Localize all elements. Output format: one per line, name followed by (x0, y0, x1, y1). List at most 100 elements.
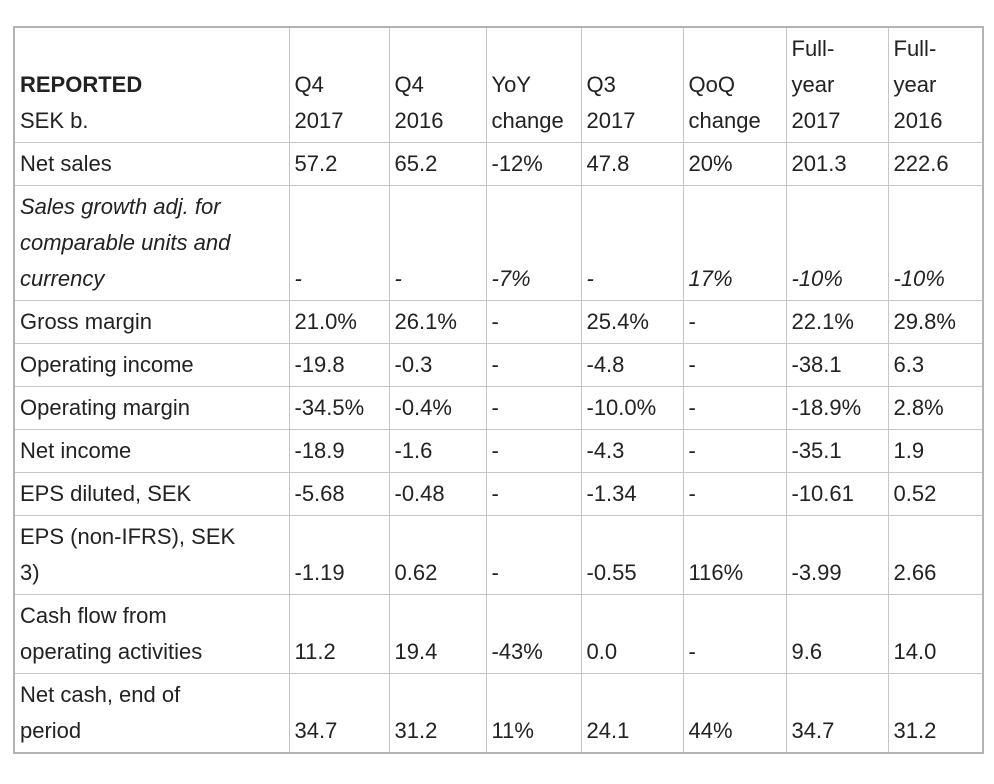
column-header-4: Q3 2017 (580, 26, 684, 143)
cell-value: 201.3 (785, 142, 889, 186)
table-row: EPS (non-IFRS), SEK 3) -1.19 0.62- -0.55 116… (13, 515, 984, 595)
cell-value: 0.62 (388, 515, 487, 595)
column-header-5: QoQ change (682, 26, 787, 143)
cell-value: - (580, 185, 684, 301)
cell-value: 17% (682, 185, 787, 301)
row-label: Net cash, end of period (13, 673, 290, 754)
cell-value: 1.9 (887, 429, 984, 473)
column-header-3: YoY change (485, 26, 582, 143)
report-page: REPORTED SEK b. Q4 2017 Q4 2016 YoY change Q… (13, 26, 984, 754)
cell-value: 65.2 (388, 142, 487, 186)
cell-value: 34.7 (288, 673, 390, 754)
header-title: REPORTED (20, 72, 143, 97)
table-row: Operating margin -34.5% -0.4% - -10.0% - -18.9… (13, 386, 984, 430)
cell-value: -7% (485, 185, 582, 301)
column-header-6: Full- year 2017 (785, 26, 889, 143)
cell-value: -4.8 (580, 343, 684, 387)
table-header-row: REPORTED SEK b. Q4 2017 Q4 2016 YoY change Q… (13, 26, 984, 143)
cell-value: - (388, 185, 487, 301)
cell-value: -43% (485, 594, 582, 674)
cell-value: 11% (485, 673, 582, 754)
table-row: Sales growth adj. for comparable units a… (13, 185, 984, 301)
cell-value: 57.2 (288, 142, 390, 186)
cell-value: -1.34 (580, 472, 684, 516)
table-row: Net income -18.9 -1.6- -4.3- -35.1 1.9 (13, 429, 984, 473)
cell-value: 2.8% (887, 386, 984, 430)
table-row: Net sales 57.2 65.2 -12% 47.8 20% 201.3 222.6 (13, 142, 984, 186)
cell-value: 26.1% (388, 300, 487, 344)
table-row: Gross margin 21.0% 26.1% -25.4% -22.1% 29.8% (13, 300, 984, 344)
header-subtitle: SEK b. (20, 108, 89, 133)
row-label: EPS (non-IFRS), SEK 3) (13, 515, 290, 595)
row-label: Operating income (13, 343, 290, 387)
cell-value: -10% (785, 185, 889, 301)
column-header-7: Full- year 2016 (887, 26, 984, 143)
table-row: Net cash, end of period 34.7 31.2 11% 24.1 44… (13, 673, 984, 754)
cell-value: 25.4% (580, 300, 684, 344)
cell-value: - (682, 300, 787, 344)
header-row-label: REPORTED SEK b. (13, 26, 290, 143)
cell-value: - (682, 594, 787, 674)
cell-value: -1.6 (388, 429, 487, 473)
cell-value: -5.68 (288, 472, 390, 516)
cell-value: - (485, 429, 582, 473)
row-label: Net income (13, 429, 290, 473)
cell-value: 0.0 (580, 594, 684, 674)
cell-value: -38.1 (785, 343, 889, 387)
reported-financials-table: REPORTED SEK b. Q4 2017 Q4 2016 YoY change Q… (13, 26, 984, 754)
cell-value: 47.8 (580, 142, 684, 186)
cell-value: 20% (682, 142, 787, 186)
cell-value: 31.2 (388, 673, 487, 754)
cell-value: - (485, 386, 582, 430)
column-header-2: Q4 2016 (388, 26, 487, 143)
cell-value: -0.4% (388, 386, 487, 430)
cell-value: 34.7 (785, 673, 889, 754)
cell-value: 9.6 (785, 594, 889, 674)
cell-value: -10% (887, 185, 984, 301)
cell-value: - (485, 515, 582, 595)
cell-value: 22.1% (785, 300, 889, 344)
cell-value: 11.2 (288, 594, 390, 674)
cell-value: 19.4 (388, 594, 487, 674)
cell-value: -18.9% (785, 386, 889, 430)
cell-value: - (485, 300, 582, 344)
cell-value: -10.61 (785, 472, 889, 516)
cell-value: -10.0% (580, 386, 684, 430)
cell-value: -19.8 (288, 343, 390, 387)
cell-value: -34.5% (288, 386, 390, 430)
cell-value: 29.8% (887, 300, 984, 344)
table-row: EPS diluted, SEK -5.68 -0.48- -1.34- -10.61 0… (13, 472, 984, 516)
row-label: Net sales (13, 142, 290, 186)
cell-value: -12% (485, 142, 582, 186)
cell-value: 44% (682, 673, 787, 754)
cell-value: - (682, 343, 787, 387)
row-label: EPS diluted, SEK (13, 472, 290, 516)
cell-value: 116% (682, 515, 787, 595)
cell-value: 2.66 (887, 515, 984, 595)
cell-value: -1.19 (288, 515, 390, 595)
cell-value: -35.1 (785, 429, 889, 473)
cell-value: -3.99 (785, 515, 889, 595)
row-label: Cash flow from operating activities (13, 594, 290, 674)
cell-value: 21.0% (288, 300, 390, 344)
cell-value: 0.52 (887, 472, 984, 516)
table-row: Cash flow from operating activities 11.2 1… (13, 594, 984, 674)
cell-value: -0.3 (388, 343, 487, 387)
row-label: Sales growth adj. for comparable units a… (13, 185, 290, 301)
cell-value: 14.0 (887, 594, 984, 674)
row-label: Operating margin (13, 386, 290, 430)
cell-value: - (682, 429, 787, 473)
cell-value: - (682, 386, 787, 430)
cell-value: 6.3 (887, 343, 984, 387)
cell-value: - (682, 472, 787, 516)
cell-value: - (485, 472, 582, 516)
cell-value: 24.1 (580, 673, 684, 754)
cell-value: -18.9 (288, 429, 390, 473)
table-row: Operating income -19.8 -0.3- -4.8- -38.1 6.3 (13, 343, 984, 387)
column-header-1: Q4 2017 (288, 26, 390, 143)
cell-value: 222.6 (887, 142, 984, 186)
cell-value: -4.3 (580, 429, 684, 473)
cell-value: -0.48 (388, 472, 487, 516)
cell-value: - (485, 343, 582, 387)
row-label: Gross margin (13, 300, 290, 344)
